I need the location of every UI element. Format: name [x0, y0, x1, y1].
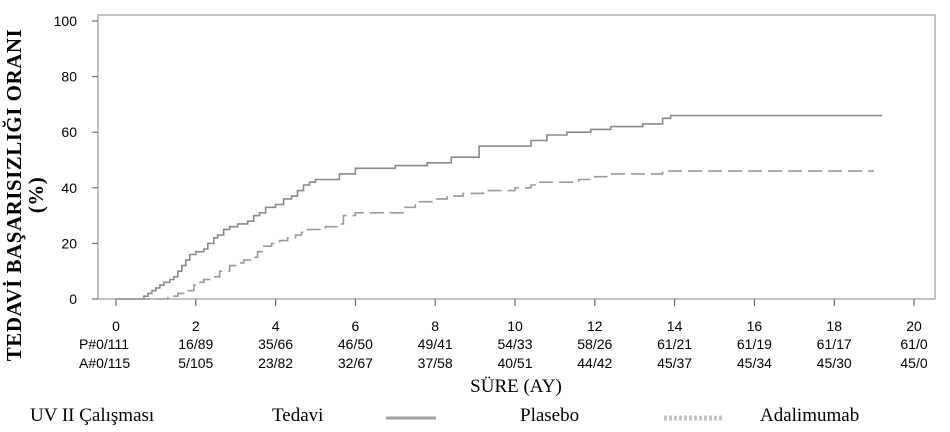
x-tick-label: 20: [906, 318, 922, 334]
x-tick-label: 12: [587, 318, 603, 334]
x-tick-label: 2: [192, 318, 200, 334]
x-tick-label: 18: [826, 318, 842, 334]
x-axis-label: SÜRE (AY): [470, 376, 562, 397]
legend-tedavi-label: Tedavi: [272, 405, 324, 426]
y-tick-label: 100: [54, 13, 78, 29]
x-tick-label: 0: [112, 318, 120, 334]
x-axis-ticks: 0 2 4 6 8 10 12 14 16 18 20: [112, 299, 922, 334]
survival-chart: 0 20 40 60 80 100 0 2 4 6 8 10 12 14 16 18 20 P#0/111 16…: [54, 13, 936, 397]
x-tick-label: 6: [352, 318, 360, 334]
at-risk-value: 61/0: [900, 336, 927, 352]
at-risk-value: 35/66: [258, 336, 293, 352]
x-tick-label: 8: [431, 318, 439, 334]
legend-plasebo-swatch: [386, 416, 436, 420]
at-risk-value: 5/105: [178, 355, 213, 371]
legend-plasebo-label: Plasebo: [520, 405, 580, 426]
at-risk-row-label: P#0/111: [79, 336, 129, 352]
at-risk-value: 45/34: [737, 355, 772, 371]
at-risk-value: 16/89: [178, 336, 213, 352]
at-risk-value: 45/0: [900, 355, 927, 371]
series-lines: [116, 114, 883, 300]
at-risk-row-label: A#0/115: [79, 355, 130, 371]
at-risk-value: 58/26: [577, 336, 612, 352]
at-risk-value: 45/30: [817, 355, 852, 371]
x-tick-label: 16: [747, 318, 763, 334]
y-tick-label: 20: [61, 235, 77, 251]
at-risk-value: 61/21: [657, 336, 692, 352]
at-risk-value: 23/82: [258, 355, 293, 371]
y-tick-label: 60: [61, 124, 77, 140]
legend-adalimumab-swatch: [664, 415, 722, 421]
x-tick-label: 4: [272, 318, 280, 334]
x-tick-label: 10: [507, 318, 523, 334]
y-tick-label: 0: [69, 291, 77, 307]
at-risk-value: 49/41: [418, 336, 453, 352]
legend-adalimumab-label: Adalimumab: [760, 405, 860, 426]
x-tick-label: 14: [667, 318, 683, 334]
at-risk-value: 37/58: [418, 355, 453, 371]
at-risk-value: 54/33: [497, 336, 532, 352]
plot-frame: [97, 14, 936, 300]
y-tick-label: 80: [61, 69, 77, 85]
at-risk-value: 40/51: [497, 355, 532, 371]
at-risk-value: 61/19: [737, 336, 772, 352]
at-risk-value: 46/50: [338, 336, 373, 352]
y-axis-ticks: 0 20 40 60 80 100: [54, 13, 98, 307]
series-line-adalimumab: [116, 170, 875, 300]
at-risk-value: 44/42: [577, 355, 612, 371]
at-risk-value: 45/37: [657, 355, 692, 371]
study-name: UV II Çalışması: [30, 405, 155, 426]
at-risk-value: 32/67: [338, 355, 373, 371]
y-tick-label: 40: [61, 180, 77, 196]
at-risk-value: 61/17: [817, 336, 852, 352]
series-line-plasebo: [116, 114, 883, 300]
at-risk-table: P#0/111 16/89 35/66 46/50 49/41 54/33 58/26 61/…: [79, 336, 928, 371]
